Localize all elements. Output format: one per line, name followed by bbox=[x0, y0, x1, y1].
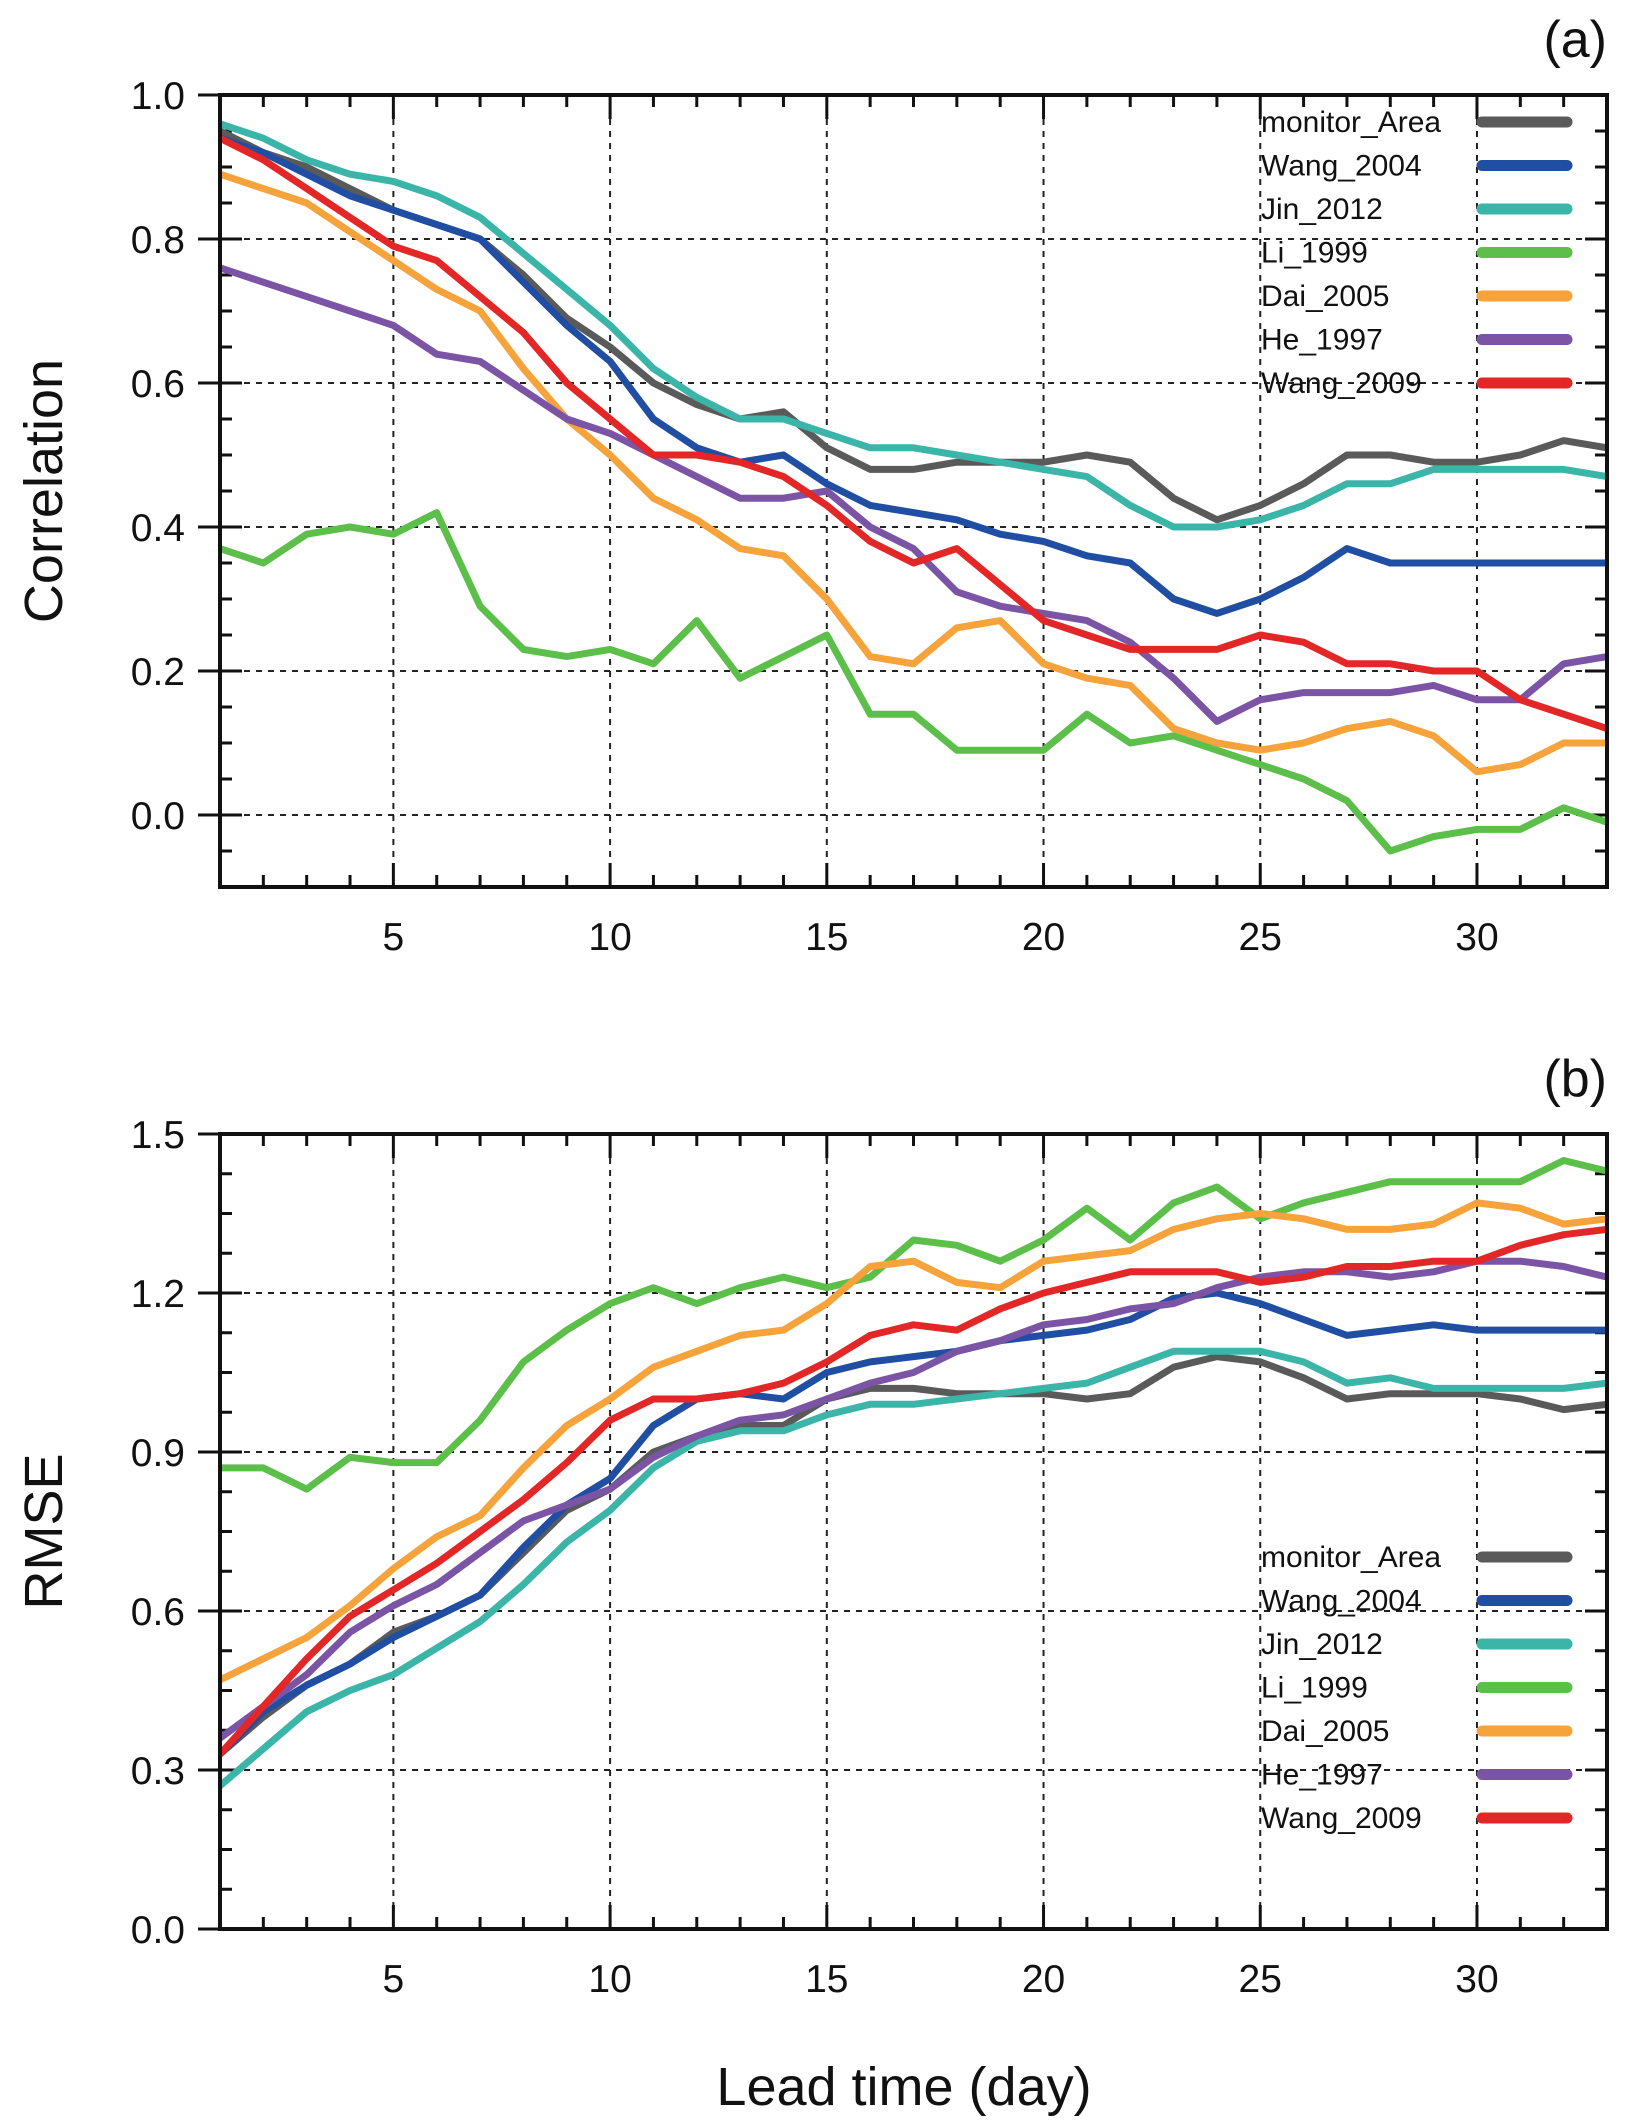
series-line-dai-2005 bbox=[220, 170, 1607, 776]
series-line-he-1997 bbox=[220, 264, 1607, 725]
legend-label: Dai_2005 bbox=[1261, 1715, 1389, 1748]
series-group bbox=[220, 1157, 1607, 1790]
legend-label: monitor_Area bbox=[1261, 1541, 1441, 1574]
x-tick-label: 5 bbox=[383, 1958, 405, 2001]
x-tick-label: 5 bbox=[383, 916, 405, 959]
series-line-wang-2004 bbox=[220, 1289, 1607, 1758]
x-tick-label: 15 bbox=[805, 916, 848, 959]
series-line-wang-2009 bbox=[220, 134, 1607, 733]
y-tick-label: 0.6 bbox=[131, 1591, 185, 1634]
legend-label: Wang_2004 bbox=[1261, 150, 1422, 183]
x-tick-label: 10 bbox=[588, 1958, 631, 2001]
y-tick-label: 0.8 bbox=[131, 219, 185, 262]
series-line-dai-2005 bbox=[220, 1199, 1607, 1684]
y-axis-label: Correlation bbox=[14, 359, 74, 623]
x-tick-label: 10 bbox=[588, 916, 631, 959]
legend-label: Jin_2012 bbox=[1261, 1628, 1383, 1661]
legend-label: Jin_2012 bbox=[1261, 193, 1383, 226]
correlation-panel: 5 10 15 20 25 30 0.0 0.2 0.4 0.6 0.8 1.0 monitor_Are… bbox=[14, 11, 1609, 959]
legend-label: Dai_2005 bbox=[1261, 280, 1389, 313]
legend: monitor_Area Wang_2004 Jin_2012 Li_1999 Dai_… bbox=[1261, 106, 1573, 400]
legend-label: monitor_Area bbox=[1261, 106, 1441, 139]
panel-tag: (a) bbox=[1543, 11, 1607, 69]
y-tick-label: 0.3 bbox=[131, 1750, 185, 1793]
series-line-li-1999 bbox=[220, 1157, 1607, 1493]
x-tick-label: 25 bbox=[1239, 916, 1282, 959]
series-line-li-1999 bbox=[220, 509, 1607, 855]
series-line-jin-2012 bbox=[220, 120, 1607, 531]
legend-label: He_1997 bbox=[1261, 324, 1383, 357]
legend-label: Li_1999 bbox=[1261, 1672, 1368, 1705]
y-tick-label: 1.0 bbox=[131, 75, 185, 118]
legend-label: Wang_2009 bbox=[1261, 1802, 1422, 1835]
legend-label: Li_1999 bbox=[1261, 237, 1368, 270]
plot-frame bbox=[218, 1132, 1609, 1931]
y-tick-label: 0.6 bbox=[131, 363, 185, 406]
y-axis-label: RMSE bbox=[14, 1453, 74, 1609]
x-tick-label: 20 bbox=[1022, 1958, 1065, 2001]
y-tick-label: 0.4 bbox=[131, 507, 185, 550]
series-line-he-1997 bbox=[220, 1257, 1607, 1742]
y-tick-label: 0.0 bbox=[131, 795, 185, 838]
legend-label: Wang_2009 bbox=[1261, 367, 1422, 400]
legend-label: He_1997 bbox=[1261, 1759, 1383, 1792]
rmse-panel: 5 10 15 20 25 30 0.0 0.3 0.6 0.9 1.2 1.5 monitor_Are… bbox=[14, 1050, 1609, 2001]
legend-label: Wang_2004 bbox=[1261, 1585, 1422, 1618]
y-tick-label: 0.0 bbox=[131, 1909, 185, 1952]
x-tick-label: 30 bbox=[1455, 916, 1498, 959]
x-tick-label: 20 bbox=[1022, 916, 1065, 959]
y-tick-label: 0.2 bbox=[131, 651, 185, 694]
y-tick-label: 1.2 bbox=[131, 1273, 185, 1316]
y-tick-label: 0.9 bbox=[131, 1432, 185, 1475]
series-group bbox=[220, 120, 1607, 855]
panel-tag: (b) bbox=[1543, 1050, 1607, 1108]
legend: monitor_Area Wang_2004 Jin_2012 Li_1999 Dai_… bbox=[1261, 1541, 1573, 1835]
series-line-wang-2004 bbox=[220, 134, 1607, 617]
series-line-wang-2009 bbox=[220, 1225, 1607, 1758]
y-tick-label: 1.5 bbox=[131, 1114, 185, 1157]
x-tick-label: 25 bbox=[1239, 1958, 1282, 2001]
x-tick-label: 30 bbox=[1455, 1958, 1498, 2001]
x-axis-label: Lead time (day) bbox=[716, 2057, 1091, 2117]
plot-frame bbox=[218, 93, 1609, 889]
series-line-jin-2012 bbox=[220, 1347, 1607, 1790]
x-tick-label: 15 bbox=[805, 1958, 848, 2001]
